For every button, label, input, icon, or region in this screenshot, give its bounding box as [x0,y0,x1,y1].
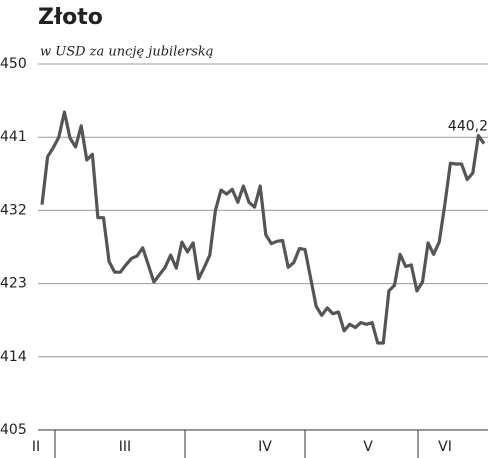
y-tick-label: 432 [0,202,27,218]
x-tick-label: III [119,439,131,455]
y-tick-label: 405 [0,422,27,438]
y-tick-label: 441 [0,129,27,145]
x-tick-label: II [32,439,40,455]
x-tick-label: V [363,439,373,455]
x-tick-label: VI [438,439,452,455]
x-tick-label: IV [258,439,272,455]
y-tick-label: 423 [0,276,27,292]
chart-subtitle: w USD za uncję jubilerską [40,45,214,60]
y-tick-label: 414 [0,349,27,365]
value-label: 440,2 [448,119,488,135]
chart-title: Złoto [38,5,103,30]
y-tick-label: 450 [0,56,27,72]
data-line [40,110,486,345]
